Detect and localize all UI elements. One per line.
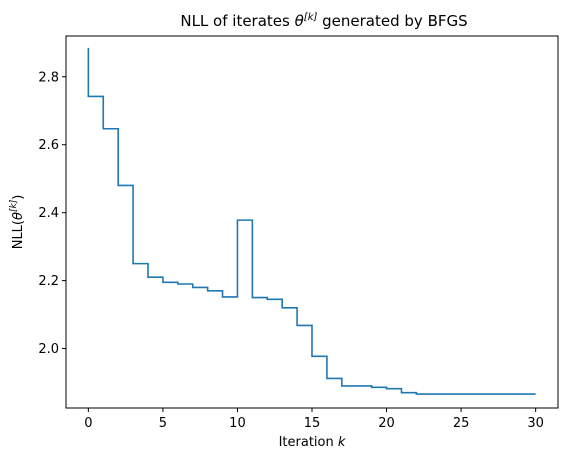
y-axis-label-superscript: [k]	[9, 199, 19, 212]
x-tick-label: 10	[229, 416, 246, 431]
y-axis-label-prefix: NLL(	[11, 220, 26, 249]
chart-title: NLL of iterates θ[k] generated by BFGS	[180, 12, 467, 30]
y-axis-label: NLL(θ[k])	[9, 195, 26, 250]
y-tick-label: 2.8	[38, 70, 59, 85]
y-tick-label: 2.2	[38, 274, 59, 289]
series-line	[87, 47, 536, 395]
chart-title-theta: θ	[295, 12, 304, 30]
x-tick-label: 30	[527, 416, 544, 431]
plot-area: 0 5 10 15 20 25 30 2.0 2.2 2.4 2.6 2.8	[38, 35, 559, 431]
chart-title-superscript: [k]	[304, 12, 318, 23]
x-tick-label: 15	[304, 416, 321, 431]
chart-title-prefix: NLL of iterates	[180, 12, 294, 30]
y-tick-label: 2.6	[38, 138, 59, 153]
y-axis-label-theta: θ	[11, 212, 26, 220]
y-axis: 2.0 2.2 2.4 2.6 2.8	[38, 70, 66, 357]
x-tick-label: 20	[378, 416, 395, 431]
x-tick-label: 5	[159, 416, 167, 431]
x-axis: 0 5 10 15 20 25 30	[84, 408, 544, 431]
x-axis-label-variable: k	[338, 435, 346, 450]
y-tick-label: 2.0	[38, 342, 59, 357]
x-tick-label: 25	[453, 416, 470, 431]
x-axis-label-text: Iteration	[279, 435, 338, 450]
x-tick-label: 0	[84, 416, 92, 431]
x-axis-label: Iteration k	[279, 435, 346, 450]
y-axis-label-suffix: )	[11, 195, 26, 200]
y-tick-label: 2.4	[38, 206, 59, 221]
chart-title-suffix: generated by BFGS	[317, 12, 467, 30]
